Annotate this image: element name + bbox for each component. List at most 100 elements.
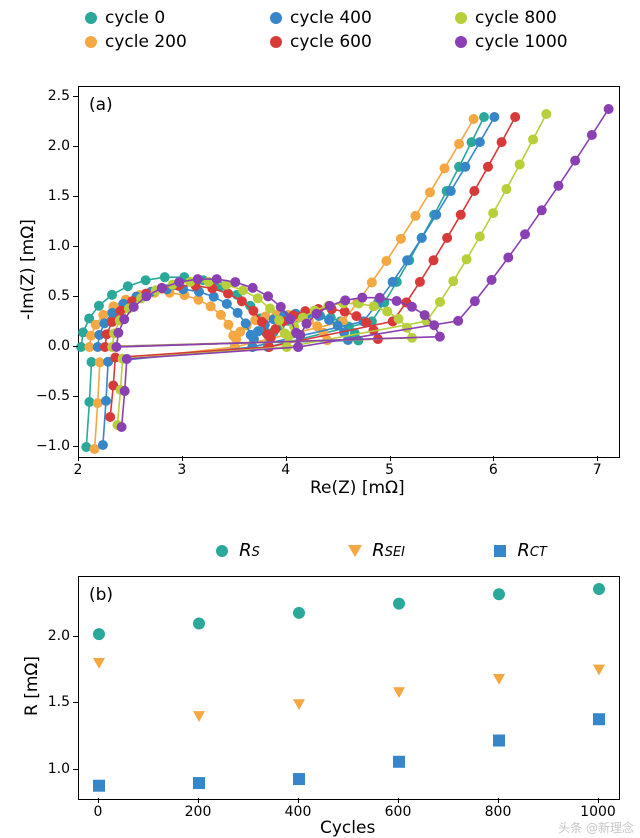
nyquist-point <box>123 281 133 291</box>
nyquist-point <box>340 295 350 305</box>
nyquist-point <box>223 289 233 299</box>
panel-a-ytick: 2.5 <box>48 88 70 104</box>
nyquist-point <box>442 233 452 243</box>
panel-b: (b) <box>78 576 620 800</box>
figure-root: cycle 0cycle 400cycle 800cycle 200cycle … <box>0 0 640 838</box>
panel-b-xtick: 800 <box>485 804 512 820</box>
nyquist-point <box>81 442 91 452</box>
panel-b-ylabel: R [mΩ] <box>22 656 42 716</box>
nyquist-point <box>469 114 479 124</box>
nyquist-point <box>222 299 232 309</box>
panel-b-xtick: 0 <box>94 804 103 820</box>
nyquist-point <box>415 277 425 287</box>
nyquist-point <box>394 314 404 324</box>
legend-label: cycle 0 <box>105 8 165 28</box>
nyquist-point <box>107 290 117 300</box>
panel-b-plot <box>79 577 619 799</box>
nyquist-point <box>520 229 530 239</box>
nyquist-point <box>462 254 472 264</box>
nyquist-point <box>420 310 430 320</box>
nyquist-point <box>537 205 547 215</box>
nyquist-point <box>265 303 275 313</box>
nyquist-point <box>233 308 243 318</box>
nyquist-point <box>456 210 466 220</box>
marker-circle-icon <box>593 583 605 595</box>
panel-a-ytick: 0.5 <box>48 288 70 304</box>
nyquist-point <box>396 234 406 244</box>
nyquist-point <box>604 104 614 114</box>
nyquist-point <box>528 134 538 144</box>
nyquist-point <box>216 310 226 320</box>
nyquist-point <box>479 112 489 122</box>
panel-b-ytick: 2.0 <box>48 628 70 644</box>
nyquist-point <box>357 293 367 303</box>
nyquist-point <box>230 277 240 287</box>
nyquist-point <box>94 301 104 311</box>
nyquist-point <box>293 342 303 352</box>
panel-a-xtick: 3 <box>177 462 186 478</box>
nyquist-point <box>241 318 251 328</box>
marker-square-icon <box>493 735 505 747</box>
nyquist-point <box>212 274 222 284</box>
legend-marker-icon <box>491 542 509 560</box>
nyquist-point <box>248 306 258 316</box>
nyquist-point <box>312 321 322 331</box>
nyquist-point <box>470 296 480 306</box>
legend-label: cycle 600 <box>290 32 372 52</box>
legend-item: cycle 600 <box>270 32 443 52</box>
marker-square-icon <box>193 777 205 789</box>
nyquist-point <box>407 302 417 312</box>
nyquist-point <box>324 315 334 325</box>
nyquist-point <box>487 275 497 285</box>
panel-a-ytick: 1.0 <box>48 238 70 254</box>
nyquist-point <box>381 256 391 266</box>
marker-triangle-icon <box>593 665 605 676</box>
legend-item: cycle 0 <box>85 8 258 28</box>
panel-b-xlabel: Cycles <box>320 818 375 838</box>
nyquist-point <box>375 293 385 303</box>
nyquist-point <box>237 296 247 306</box>
panel-a-xlabel: Re(Z) [mΩ] <box>310 478 405 498</box>
nyquist-point <box>253 293 263 303</box>
nyquist-point <box>141 291 151 301</box>
panel-a-ylabel: -Im(Z) [mΩ] <box>18 219 38 320</box>
nyquist-point <box>488 208 498 218</box>
nyquist-point <box>238 285 248 295</box>
marker-triangle-icon <box>293 699 305 710</box>
panel-a-ytick: 0.0 <box>48 338 70 354</box>
nyquist-point <box>119 314 129 324</box>
marker-circle-icon <box>193 618 205 630</box>
nyquist-point <box>248 283 258 293</box>
nyquist-line-cycle600 <box>105 117 515 417</box>
nyquist-point <box>475 137 485 147</box>
nyquist-point <box>111 342 121 352</box>
nyquist-point <box>446 186 456 196</box>
nyquist-point <box>497 137 507 147</box>
marker-square-icon <box>293 773 305 785</box>
nyquist-point <box>276 302 286 312</box>
nyquist-point <box>425 187 435 197</box>
nyquist-point <box>141 275 151 285</box>
nyquist-point <box>367 277 377 287</box>
legend-label: RS <box>239 540 260 561</box>
nyquist-point <box>570 156 580 166</box>
nyquist-point <box>510 112 520 122</box>
nyquist-point <box>392 296 402 306</box>
marker-triangle-icon <box>193 711 205 722</box>
nyquist-point <box>285 314 295 324</box>
watermark: 头条 @新理念 <box>558 819 634 836</box>
panel-a-xtick: 7 <box>593 462 602 478</box>
marker-circle-icon <box>293 607 305 619</box>
legend-label: cycle 800 <box>475 8 557 28</box>
panel-a-xtick: 6 <box>489 462 498 478</box>
legend-item: RS <box>213 540 260 561</box>
legend-item: cycle 400 <box>270 8 443 28</box>
panel-a-ytick: 2.0 <box>48 138 70 154</box>
nyquist-point <box>157 283 167 293</box>
legend-swatch-icon <box>455 12 467 24</box>
legend-label: cycle 400 <box>290 8 372 28</box>
panel-b-ytick: 1.5 <box>48 694 70 710</box>
nyquist-point <box>483 162 493 172</box>
legend-marker-icon <box>213 542 231 560</box>
nyquist-point <box>435 332 445 342</box>
